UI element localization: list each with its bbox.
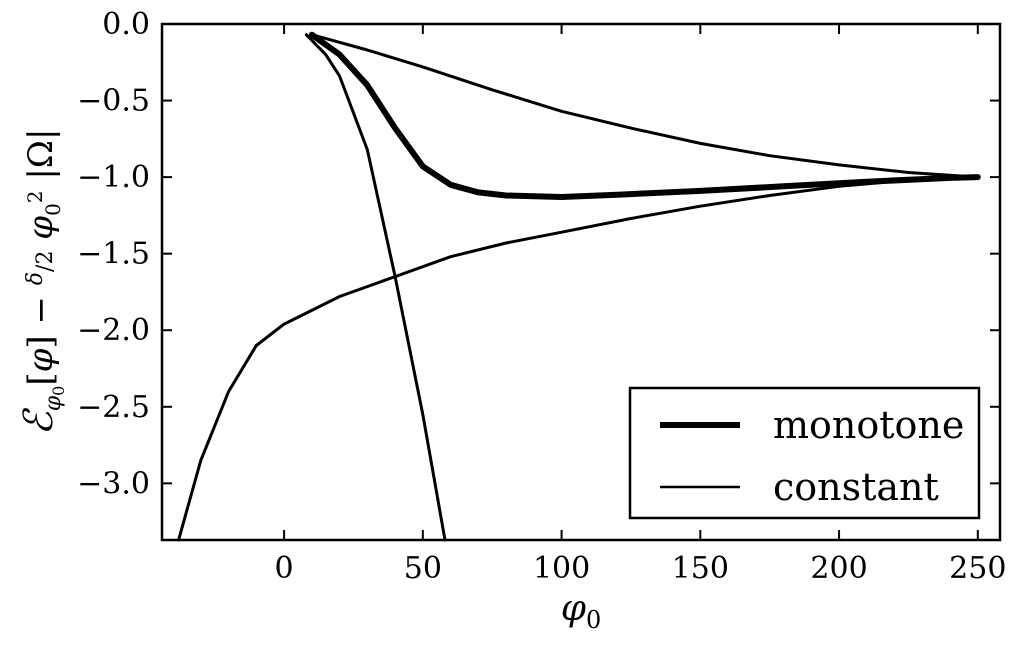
- y-tick-label: −3.0: [77, 466, 150, 501]
- series-group: [177, 31, 981, 542]
- legend-label-monotone: monotone: [773, 403, 964, 447]
- y-axis-label-over-two: /2: [33, 251, 58, 272]
- y-axis-label-sub-zero: 0: [49, 386, 68, 396]
- y-tick-label: −2.5: [77, 390, 150, 425]
- y-axis-label-square: 2: [23, 190, 47, 203]
- x-tick-label: 0: [275, 551, 294, 586]
- y-axis-label-phi0: φ: [21, 216, 61, 251]
- y-axis-label-omega: |Ω|: [21, 129, 61, 191]
- y-axis-label-bracket-close: ]: [21, 335, 61, 348]
- y-tick-label: −1.0: [77, 160, 150, 195]
- x-tick-label: 150: [672, 551, 729, 586]
- legend: monotone constant: [628, 386, 981, 520]
- x-tick-label: 100: [533, 551, 590, 586]
- ticks-group: 0 50 100 150 200 250 0.0 −0.5 −1.0 −1.5 −2.0 −2.5 −3…: [77, 7, 1006, 586]
- y-axis-label-sub-phi: φ: [41, 395, 66, 411]
- series-line-constant-2: [310, 33, 980, 179]
- y-axis-label-functional: ℰ: [16, 407, 62, 435]
- y-axis-label-minus: −: [21, 285, 61, 335]
- x-axis-label: φ0: [561, 588, 602, 634]
- y-axis-label-bracket-phi: [: [21, 372, 61, 385]
- plot-area-frame: [160, 22, 1002, 542]
- y-axis-label-delta: δ: [23, 272, 48, 285]
- legend-frame: [628, 386, 981, 520]
- y-tick-label: −1.5: [77, 237, 150, 272]
- x-tick-label: 50: [404, 551, 442, 586]
- y-axis-label: ℰφ0[φ] − δ/2 φ02 |Ω|: [16, 129, 68, 436]
- y-axis-label-phi0-sub: 0: [41, 203, 65, 216]
- y-tick-label: −2.0: [77, 313, 150, 348]
- x-tick-label: 200: [810, 551, 867, 586]
- legend-label-constant: constant: [773, 465, 939, 509]
- y-tick-label: −0.5: [77, 84, 150, 119]
- y-tick-label: 0.0: [102, 7, 150, 42]
- series-line-constant-3: [177, 175, 980, 542]
- series-line-constant-1: [304, 33, 447, 542]
- y-axis-label-phi: φ: [21, 348, 61, 372]
- x-axis-label-symbol: φ: [561, 588, 587, 629]
- series-line-monotone-0: [308, 31, 981, 200]
- x-tick-label: 250: [949, 551, 1006, 586]
- x-axis-label-subscript: 0: [586, 606, 601, 634]
